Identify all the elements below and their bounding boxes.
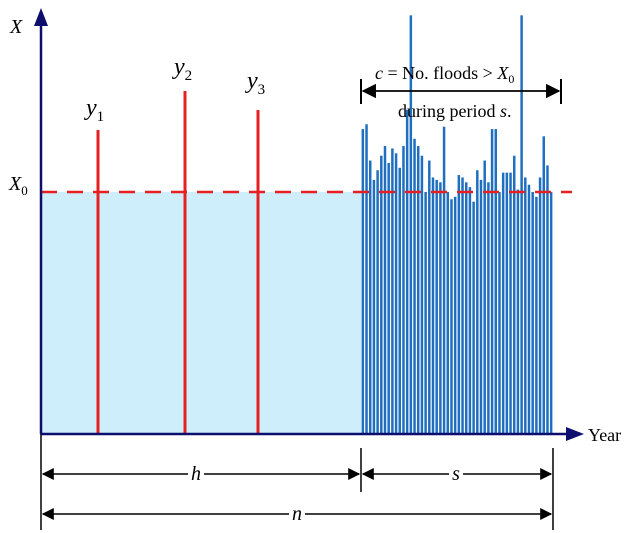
flood-bar [413, 138, 416, 434]
flood-bar [483, 160, 486, 435]
y-axis-label: X [9, 16, 23, 38]
flood-bar [387, 162, 390, 434]
flood-bar [450, 199, 453, 434]
peak-label-y3: y3 [245, 68, 265, 98]
dim-label-h: h [191, 463, 201, 485]
flood-bar [527, 184, 531, 434]
flood-bar [509, 172, 512, 434]
flood-bar [402, 146, 405, 434]
flood-bar [365, 124, 368, 435]
dim-label-h-bg [188, 462, 204, 484]
flood-bar [476, 170, 479, 434]
flood-bar [512, 155, 516, 434]
x-axis-arrow-icon [566, 427, 584, 441]
flood-bar [520, 15, 523, 435]
flood-bar [424, 192, 427, 434]
threshold-label: X0 [8, 173, 28, 198]
flood-bar [439, 182, 442, 434]
flood-bar [461, 177, 464, 435]
bars-group [361, 15, 553, 435]
flood-bar [391, 148, 394, 434]
flood-bar [490, 129, 494, 434]
flood-bar [535, 196, 538, 434]
flood-bar [538, 177, 542, 435]
flood-bar [542, 136, 546, 434]
flood-bar [531, 192, 534, 434]
flood-bar [409, 15, 413, 435]
peak-label-y2: y2 [172, 54, 192, 84]
dim-label-n-bg [289, 502, 305, 524]
flood-bar [431, 177, 435, 435]
flood-bar [457, 175, 461, 434]
flood-bar [516, 189, 520, 434]
dim-label-s-bg [449, 462, 463, 484]
dim-label-s: s [452, 463, 460, 485]
flood-bar [479, 179, 483, 434]
flood-bar [442, 126, 446, 434]
flood-bar [394, 153, 398, 434]
peak-label-y1: y1 [84, 95, 104, 125]
flood-bar [372, 179, 376, 434]
annotation-line2: during period s. [398, 101, 512, 121]
annotation-line1: c = No. floods > X0 [375, 63, 514, 86]
flood-bar [361, 129, 365, 434]
flood-bar [428, 160, 431, 435]
flood-bar [472, 201, 475, 434]
flood-bar [398, 167, 402, 435]
dim-label-n: n [292, 503, 302, 525]
shaded-region [41, 192, 361, 434]
flood-bar [546, 165, 549, 434]
flood-bar [524, 177, 527, 435]
flood-bar [498, 192, 501, 434]
flood-bar [501, 172, 505, 434]
flood-bar [505, 172, 509, 434]
flood-bar [453, 196, 457, 434]
flood-bar [435, 179, 438, 434]
flood-bar [376, 170, 379, 434]
flood-bar [446, 192, 450, 434]
flood-bar [420, 155, 424, 434]
flood-bar [383, 146, 387, 434]
flood-bar [464, 182, 468, 434]
flood-bar [468, 187, 472, 434]
flood-bar [405, 109, 409, 434]
flood-bar [416, 146, 420, 434]
flood-bar [368, 160, 372, 435]
flood-bar [494, 129, 498, 434]
x-axis-label: Year [588, 425, 621, 445]
flood-bar [549, 192, 553, 434]
flood-bar [487, 182, 490, 434]
y-axis-arrow-icon [34, 8, 48, 26]
flood-bar [380, 155, 383, 434]
